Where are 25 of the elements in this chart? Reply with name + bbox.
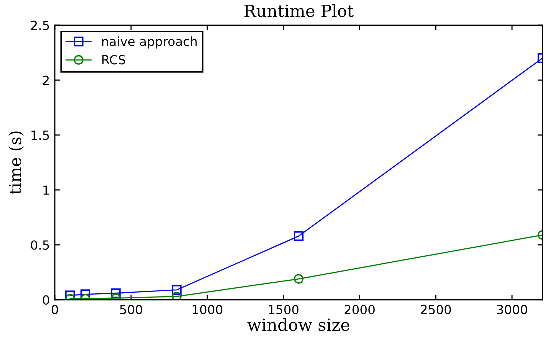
point: [65, 290, 76, 300]
y-tick-label: 2.5: [31, 20, 50, 30]
point: [294, 231, 304, 242]
y-tick-label: 1: [44, 186, 50, 195]
x-tick-label: 1000: [192, 305, 223, 315]
point: [172, 292, 182, 300]
x-tick-label: 2500: [421, 305, 452, 315]
chart-title: Runtime Plot: [244, 4, 354, 18]
point: [172, 285, 182, 295]
point: [80, 290, 90, 300]
point: [111, 288, 121, 298]
legend-label: RCS: [102, 55, 126, 65]
point: [294, 274, 304, 284]
y-tick-label: 0: [43, 295, 50, 305]
x-axis-title: window size: [248, 318, 350, 332]
legend-label: naive approach: [102, 36, 197, 49]
y-axis-title: time (s): [8, 132, 24, 195]
y-tick-label: 2: [43, 76, 49, 86]
y-tick-label: 0.5: [31, 240, 50, 250]
x-tick-label: 500: [120, 305, 142, 315]
y-tick-label: 1.5: [32, 130, 50, 140]
x-tick-label: 0: [52, 305, 58, 315]
x-tick-label: 2000: [344, 305, 375, 315]
x-tick-label: 3000: [497, 305, 528, 315]
x-tick-label: 1500: [269, 305, 299, 315]
